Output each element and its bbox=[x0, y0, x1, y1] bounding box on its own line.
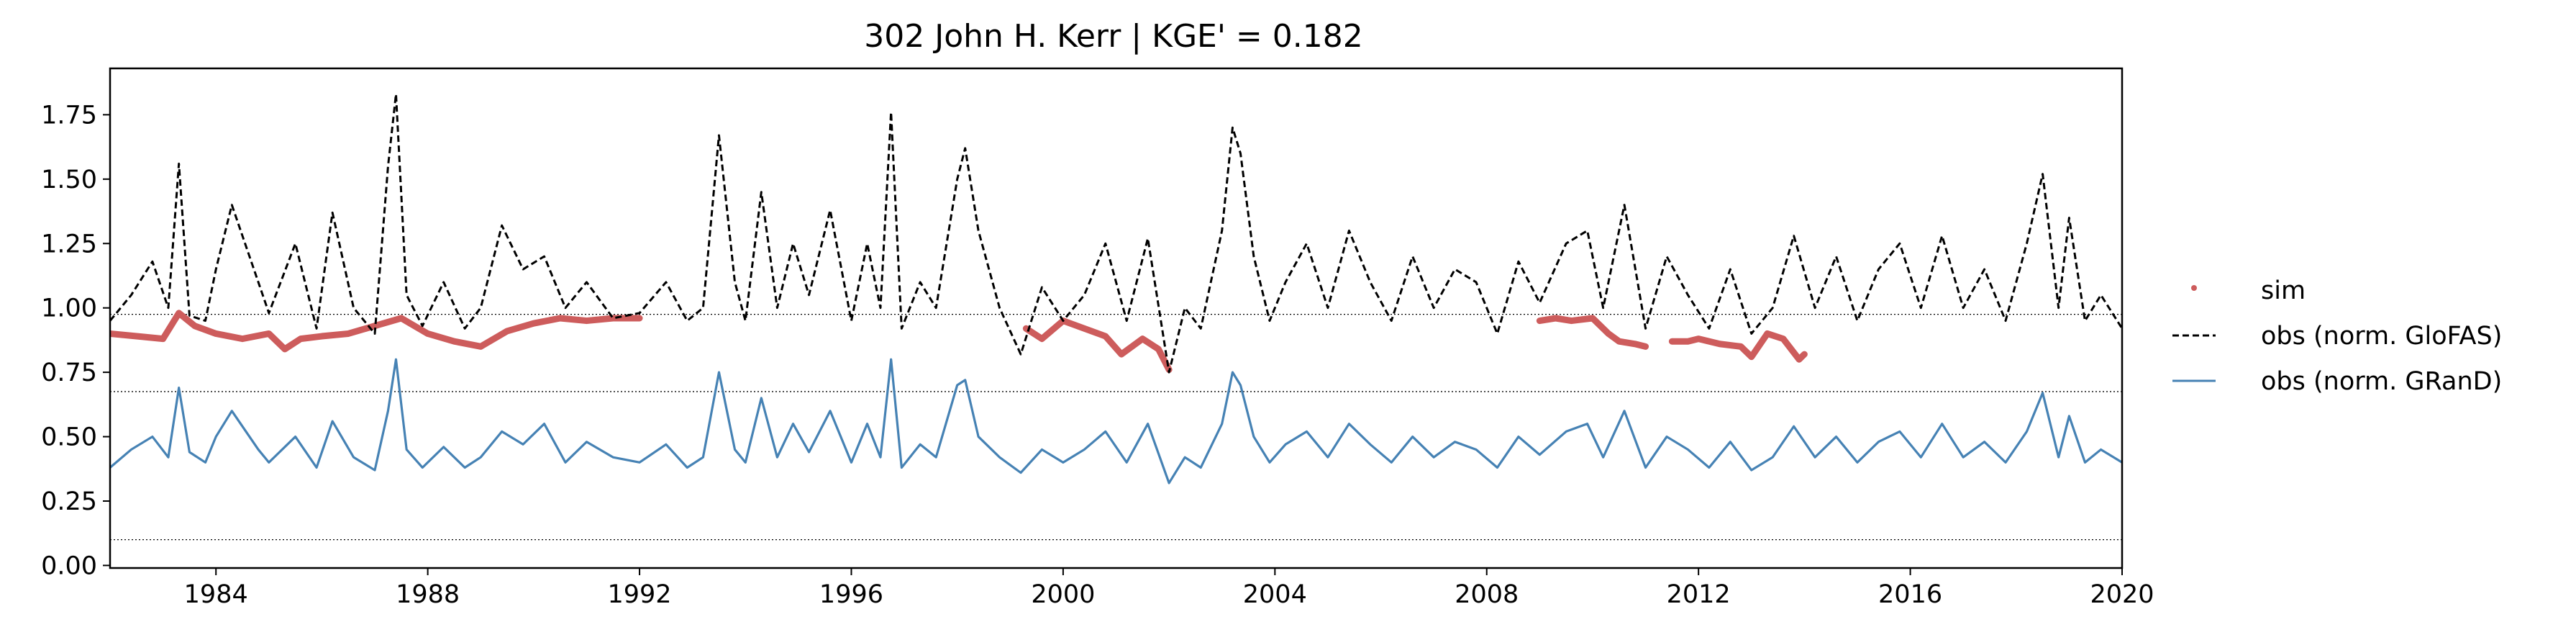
y-tick-label: 1.50 bbox=[41, 166, 97, 194]
x-tick-label: 1984 bbox=[184, 580, 248, 609]
y-tick-label: 1.25 bbox=[41, 230, 97, 258]
series-sim-segment bbox=[110, 310, 643, 353]
series-obs-glofas-line bbox=[110, 93, 2122, 374]
legend-symbol bbox=[2191, 285, 2197, 291]
y-tick-label: 1.75 bbox=[41, 101, 97, 130]
legend-label: sim bbox=[2261, 276, 2306, 305]
chart-title: 302 John H. Kerr | KGE' = 0.182 bbox=[864, 18, 1363, 55]
x-tick-label: 2004 bbox=[1243, 580, 1307, 609]
legend: sim obs (norm. GloFAS) obs (norm. GRanD) bbox=[2172, 276, 2502, 396]
series-obs-grand-line bbox=[110, 358, 2122, 484]
x-tick-label: 2020 bbox=[2090, 580, 2154, 609]
x-tick-label: 1992 bbox=[608, 580, 672, 609]
series-sim-segment bbox=[1668, 330, 1808, 363]
legend-label: obs (norm. GRanD) bbox=[2261, 367, 2502, 396]
series-sim-segment bbox=[1536, 315, 1649, 350]
x-axis: 1984 1988 1992 1996 2000 2004 2008 2012 2016 2020 bbox=[184, 568, 2154, 609]
series-sim-segment bbox=[1022, 317, 1173, 374]
plot-area bbox=[110, 93, 2122, 541]
x-tick-label: 2000 bbox=[1031, 580, 1095, 609]
y-tick-label: 0.00 bbox=[41, 551, 97, 580]
y-tick-label: 0.50 bbox=[41, 423, 97, 452]
y-axis: 0.00 0.25 0.50 0.75 1.00 1.25 1.50 1.75 bbox=[41, 101, 110, 580]
x-tick-label: 2012 bbox=[1667, 580, 1731, 609]
y-tick-label: 0.25 bbox=[41, 487, 97, 516]
plot-frame bbox=[109, 67, 2124, 569]
x-tick-label: 1996 bbox=[819, 580, 883, 609]
x-tick-label: 2016 bbox=[1878, 580, 1942, 609]
legend-label: obs (norm. GloFAS) bbox=[2261, 322, 2502, 351]
y-tick-label: 1.00 bbox=[41, 294, 97, 323]
x-tick-label: 1988 bbox=[396, 580, 460, 609]
y-tick-label: 0.75 bbox=[41, 359, 97, 387]
x-tick-label: 2008 bbox=[1455, 580, 1519, 609]
